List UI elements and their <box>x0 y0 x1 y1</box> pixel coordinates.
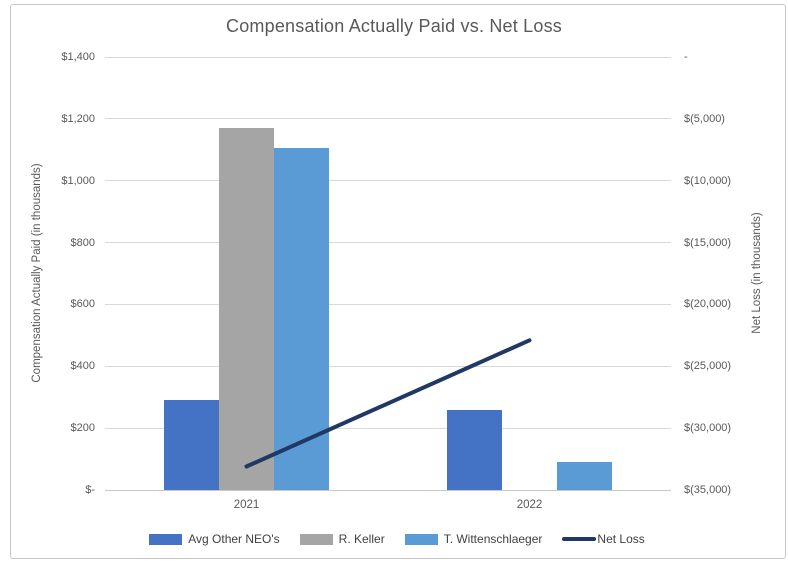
gridline <box>105 365 671 367</box>
right-axis-tick: $(20,000) <box>684 298 732 311</box>
left-axis-tick: $400 <box>70 360 95 373</box>
legend-label: Net Loss <box>597 532 645 546</box>
right-axis-tick: $(5,000) <box>684 112 725 125</box>
bar-avg-other-neo-s <box>447 409 502 490</box>
bar-t-wittenschlaeger <box>557 462 612 490</box>
x-axis-label: 2022 <box>516 499 543 511</box>
gridline <box>105 118 671 120</box>
right-axis-tick: $(25,000) <box>684 360 732 373</box>
gridline <box>105 56 671 58</box>
chart-title: Compensation Actually Paid vs. Net Loss <box>226 16 562 36</box>
legend-item-r-keller: R. Keller <box>299 532 385 546</box>
gridline <box>105 242 671 244</box>
legend: Avg Other NEO's R. Keller T. Wittenschlaeg… <box>10 527 784 551</box>
left-axis-tick: $600 <box>70 298 95 311</box>
right-axis-tick: $(10,000) <box>684 174 732 187</box>
bar-avg-other-neo-s <box>164 400 219 490</box>
gridline <box>105 180 671 182</box>
chart-frame <box>10 4 786 559</box>
x-axis-line <box>105 489 671 491</box>
left-axis-tick: $1,400 <box>61 51 95 63</box>
bar-r-keller <box>219 128 274 490</box>
legend-item-net-loss: Net Loss <box>562 532 645 546</box>
left-axis-tick: $- <box>85 484 95 496</box>
left-axis-tick: $200 <box>70 422 95 435</box>
legend-swatch <box>149 533 183 545</box>
legend-swatch <box>299 533 333 545</box>
x-axis-label: 2021 <box>233 499 260 511</box>
legend-label: R. Keller <box>338 532 385 546</box>
gridline <box>105 303 671 305</box>
right-axis-tick: $(35,000) <box>684 484 732 496</box>
left-axis-tick: $800 <box>70 236 95 249</box>
left-axis-tick: $1,000 <box>61 174 95 187</box>
left-axis-tick: $1,200 <box>61 112 95 125</box>
right-axis-tick: $(30,000) <box>684 422 732 435</box>
right-axis-tick: $(15,000) <box>684 236 732 249</box>
legend-line-swatch <box>562 537 597 541</box>
legend-item-t-wittenschlaeger: T. Wittenschlaeger <box>404 532 543 546</box>
legend-label: T. Wittenschlaeger <box>443 532 543 546</box>
gridline <box>105 427 671 429</box>
right-axis-tick: - <box>684 51 688 63</box>
legend-item-avg-other-neo-s: Avg Other NEO's <box>149 532 280 546</box>
legend-label: Avg Other NEO's <box>188 532 280 546</box>
legend-swatch <box>404 533 438 545</box>
